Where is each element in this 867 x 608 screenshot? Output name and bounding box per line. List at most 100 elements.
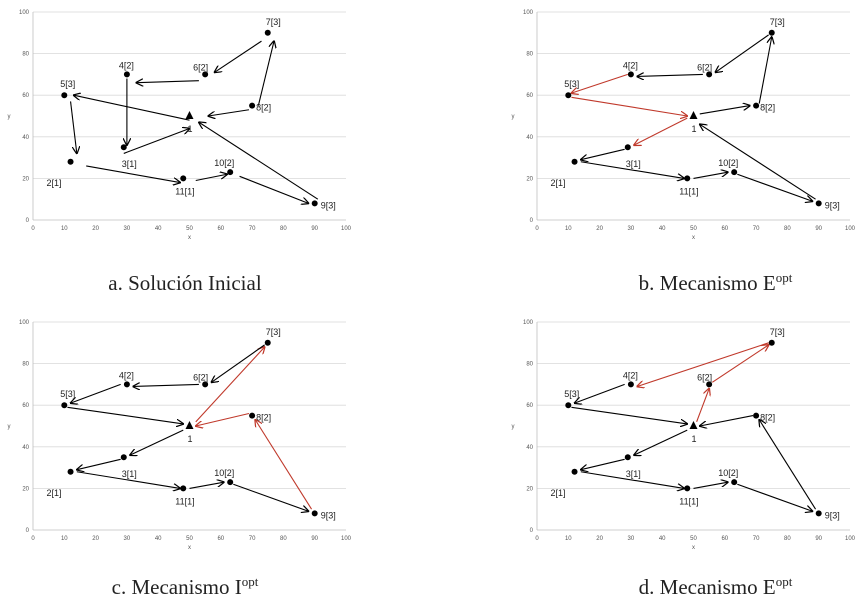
chart-panel-b: 0 20 40 60 80 100 0 10 20 30 40 50 60 70 80 90 100 x y 2[1]…	[504, 0, 867, 304]
route-arrow	[239, 175, 309, 203]
customer-point	[706, 71, 713, 78]
y-tick-label: 80	[22, 362, 29, 368]
x-tick-label: 100	[845, 536, 856, 542]
x-tick-label: 80	[280, 536, 287, 542]
customer-point	[311, 510, 318, 517]
route-arrow-highlight	[634, 117, 688, 145]
point-label: 11[1]	[175, 186, 194, 196]
caption-b-sup: opt	[775, 270, 793, 285]
route-arrow	[195, 174, 227, 182]
customer-point	[565, 92, 572, 99]
x-tick-label: 50	[690, 536, 697, 542]
customer-point	[627, 71, 634, 78]
point-label: 4[2]	[119, 370, 134, 380]
depot-label: 1	[692, 124, 697, 134]
x-tick-label: 10	[61, 536, 68, 542]
route-arrow	[67, 406, 183, 424]
x-tick-label: 100	[341, 226, 352, 232]
route-arrow-highlight	[711, 345, 768, 383]
point-label: 10[2]	[718, 468, 738, 478]
customer-point	[61, 92, 68, 99]
point-label: 3[1]	[626, 159, 641, 169]
y-tick-label: 20	[526, 176, 533, 182]
route-arrow	[71, 383, 121, 403]
route-arrow	[133, 384, 199, 386]
x-tick-label: 90	[815, 226, 822, 232]
y-tick-label: 80	[526, 362, 533, 368]
route-arrow	[211, 344, 265, 382]
y-tick-label: 60	[526, 403, 533, 409]
x-axis-label: x	[188, 545, 191, 551]
route-arrow	[571, 406, 687, 424]
caption-a-text: a. Solución Inicial	[108, 271, 262, 295]
x-tick-label: 20	[596, 226, 603, 232]
customer-point	[61, 402, 68, 409]
point-label: 11[1]	[679, 496, 698, 506]
x-tick-label: 40	[155, 226, 162, 232]
customer-point	[227, 169, 234, 176]
point-label: 4[2]	[623, 370, 638, 380]
x-tick-label: 60	[217, 536, 224, 542]
customer-point	[706, 381, 713, 388]
point-label: 7[3]	[266, 17, 281, 27]
y-tick-label: 0	[26, 218, 30, 224]
customer-point	[123, 381, 130, 388]
y-axis-label: y	[512, 424, 515, 430]
depot-marker	[689, 421, 698, 429]
y-tick-label: 100	[523, 320, 534, 326]
route-arrow	[699, 106, 750, 115]
x-tick-label: 0	[31, 536, 35, 542]
route-arrow	[759, 420, 817, 510]
y-tick-label: 20	[22, 486, 29, 492]
route-arrow	[189, 482, 224, 489]
x-axis-label: x	[188, 235, 191, 241]
x-axis-label: x	[692, 235, 695, 241]
customer-point	[202, 71, 209, 78]
y-axis-label: y	[8, 114, 11, 120]
point-label: 6[2]	[193, 372, 208, 382]
route-arrow	[199, 122, 319, 200]
caption-c: c. Mecanismo Iopt	[0, 574, 370, 600]
customer-point	[815, 510, 822, 517]
x-tick-label: 30	[124, 536, 131, 542]
point-label: 5[3]	[60, 79, 75, 89]
y-tick-label: 80	[526, 52, 533, 58]
x-tick-label: 50	[186, 536, 193, 542]
route-arrow	[737, 483, 812, 511]
customer-point	[123, 71, 130, 78]
point-label: 5[3]	[60, 389, 75, 399]
route-arrow	[581, 458, 625, 469]
x-tick-label: 70	[249, 536, 256, 542]
chart-d-svg: 0 20 40 60 80 100 0 10 20 30 40 50 60 70 80 90 100 x y 2[1]…	[512, 320, 856, 551]
y-tick-label: 40	[22, 135, 29, 141]
customer-point	[120, 454, 127, 461]
caption-d-sup: opt	[775, 574, 793, 589]
x-tick-label: 100	[845, 226, 856, 232]
x-tick-label: 40	[155, 536, 162, 542]
route-arrow-highlight	[571, 96, 687, 116]
customer-point	[202, 381, 209, 388]
customer-point	[684, 485, 691, 492]
customer-point	[249, 412, 256, 419]
x-tick-label: 30	[628, 536, 635, 542]
x-tick-label: 50	[690, 226, 697, 232]
customer-point	[120, 144, 127, 151]
customer-point	[264, 339, 271, 346]
customer-point	[571, 158, 578, 165]
customer-point	[180, 175, 187, 182]
caption-d-text: d. Mecanismo E	[638, 575, 776, 599]
point-label: 6[2]	[697, 372, 712, 382]
x-tick-label: 10	[565, 226, 572, 232]
customer-point	[180, 485, 187, 492]
route-arrow	[130, 429, 184, 455]
depot-marker	[185, 421, 194, 429]
point-label: 8[2]	[256, 413, 271, 423]
route-arrow	[123, 128, 190, 154]
caption-c-sup: opt	[241, 574, 259, 589]
customer-point	[684, 175, 691, 182]
point-label: 8[2]	[760, 103, 775, 113]
y-axis-label: y	[512, 114, 515, 120]
route-arrow	[715, 34, 769, 72]
route-arrow-highlight	[255, 420, 313, 510]
point-label: 2[1]	[47, 488, 62, 498]
